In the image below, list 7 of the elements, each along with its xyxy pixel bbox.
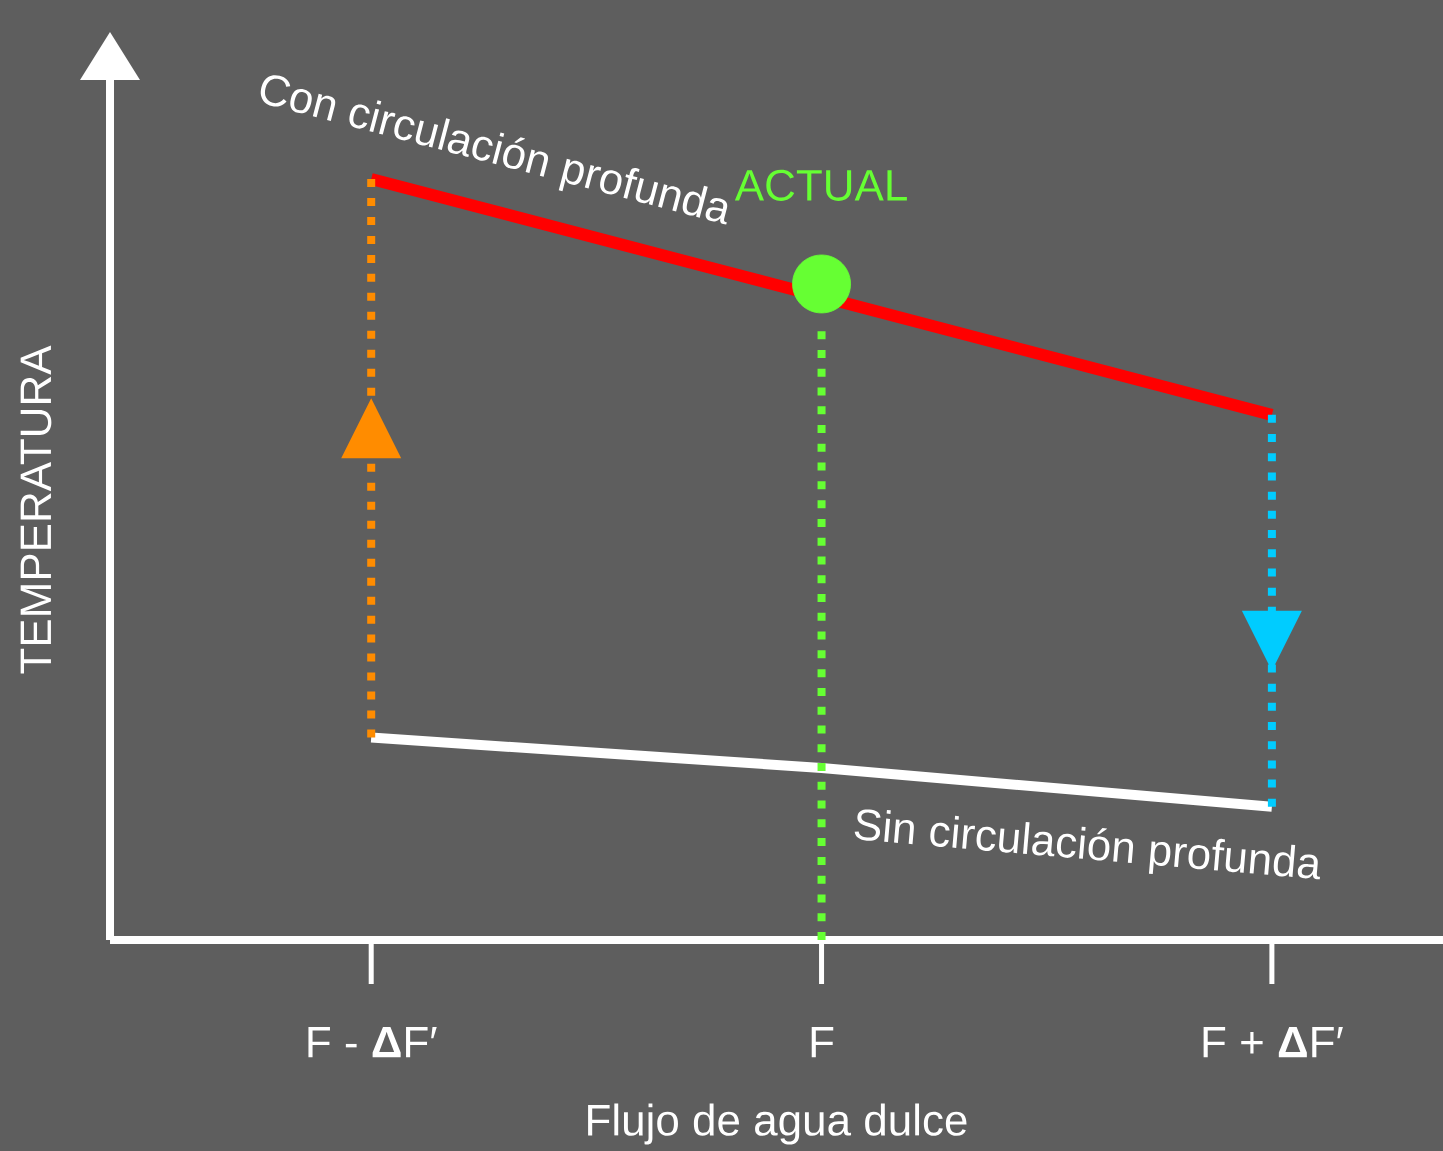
y-axis-title: TEMPERATURA [20, 345, 52, 674]
x-tick-label: F - ΔF′ [308, 1027, 437, 1058]
annotation: ACTUAL [734, 169, 907, 201]
x-axis-title: Flujo de agua dulce [588, 1103, 967, 1145]
x-tick-label: F [811, 1027, 834, 1058]
x-tick-label: F + ΔF′ [1203, 1027, 1343, 1058]
series-label: Sin circulación profunda [854, 809, 1320, 880]
